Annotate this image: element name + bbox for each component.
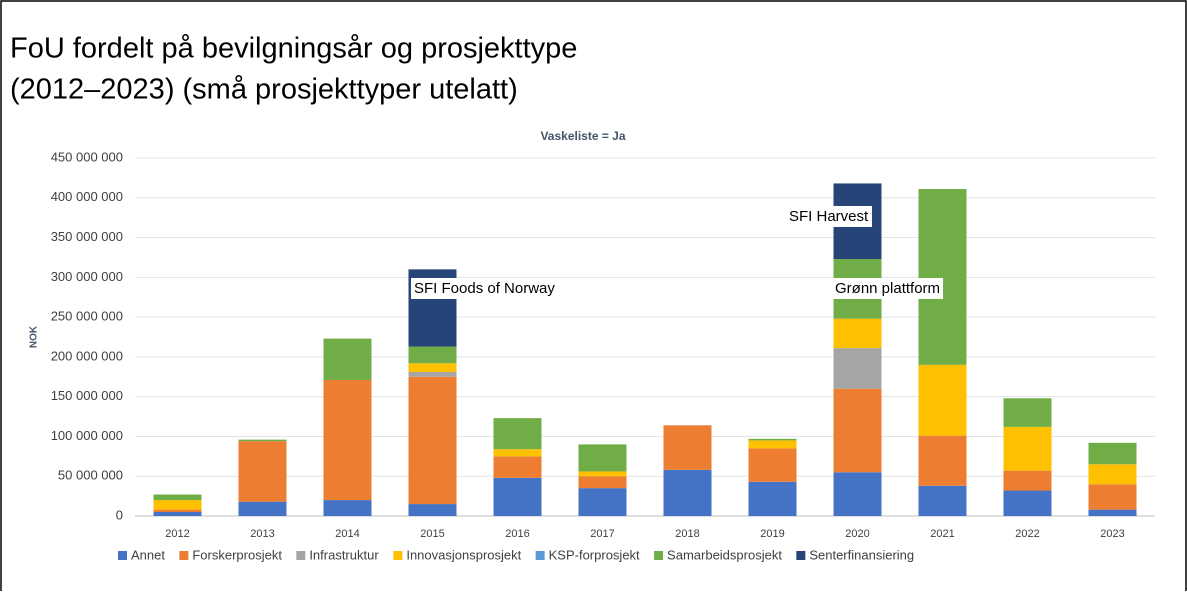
legend-swatch xyxy=(393,551,403,560)
y-tick-label: 200 000 000 xyxy=(51,348,123,363)
chart-title: (2012–2023) (små prosjekttyper utelatt) xyxy=(10,74,518,106)
y-tick-label: 100 000 000 xyxy=(51,428,123,443)
legend-swatch xyxy=(535,551,545,560)
bar-segment xyxy=(1088,509,1137,516)
bar-segment xyxy=(408,346,457,364)
bar-segment xyxy=(748,440,797,449)
x-tick-label: 2021 xyxy=(930,528,954,540)
bar-segment xyxy=(1003,426,1052,471)
legend-swatch xyxy=(118,551,127,560)
bar-segment xyxy=(493,456,542,478)
legend-label: Annet xyxy=(131,547,165,562)
y-axis-label: NOK xyxy=(29,325,40,348)
bar-segment xyxy=(1003,398,1052,427)
bar-segment xyxy=(833,472,882,516)
bar-segment xyxy=(1088,464,1137,485)
bar-segment xyxy=(748,448,797,482)
x-tick-label: 2019 xyxy=(760,528,784,540)
bar-segment xyxy=(578,488,627,516)
bar-segment xyxy=(238,439,287,442)
chart-title: FoU fordelt på bevilgningsår og prosjekt… xyxy=(10,33,577,65)
x-tick-label: 2016 xyxy=(505,528,529,540)
bar-segment xyxy=(918,435,967,486)
bar-segment xyxy=(153,500,202,510)
bar-segment xyxy=(323,500,372,516)
bar-segment xyxy=(663,469,712,516)
annotation-background xyxy=(832,277,944,299)
bar-segment xyxy=(578,476,627,489)
annotation: Grønn plattform xyxy=(835,280,940,297)
bar-segment xyxy=(323,338,372,380)
legend-label: Senterfinansiering xyxy=(809,547,914,562)
y-tick-label: 400 000 000 xyxy=(51,189,123,204)
y-tick-label: 350 000 000 xyxy=(51,229,123,244)
bar-segment xyxy=(1003,490,1052,516)
bar-segment xyxy=(408,372,457,377)
legend-swatch xyxy=(179,551,189,560)
chart-subtitle: Vaskeliste = Ja xyxy=(540,129,625,143)
y-tick-label: 250 000 000 xyxy=(51,309,123,324)
bar-segment xyxy=(1088,484,1137,510)
bar-segment xyxy=(748,438,797,441)
bar-segment xyxy=(238,441,287,502)
bar-segment xyxy=(153,512,202,516)
legend-swatch xyxy=(654,551,664,560)
bar-segment xyxy=(408,376,457,505)
bar-segment xyxy=(833,348,882,389)
bar-segment xyxy=(663,425,712,470)
bar-segment xyxy=(748,481,797,516)
annotation-background xyxy=(411,277,559,299)
bar-segment xyxy=(918,189,967,365)
legend-label: Forskerprosjekt xyxy=(192,547,282,562)
legend-label: Innovasjonsprosjekt xyxy=(406,547,521,562)
x-tick-label: 2014 xyxy=(335,528,359,540)
x-tick-label: 2023 xyxy=(1100,528,1124,540)
bar-segment xyxy=(918,364,967,436)
bar-segment xyxy=(493,477,542,516)
legend-label: Samarbeidsprosjekt xyxy=(667,547,782,562)
x-tick-label: 2017 xyxy=(590,528,614,540)
annotation: SFI Foods of Norway xyxy=(414,280,555,297)
legend-swatch xyxy=(796,551,806,560)
y-tick-label: 0 xyxy=(116,507,123,522)
bar-segment xyxy=(408,363,457,373)
x-tick-label: 2012 xyxy=(165,528,189,540)
x-tick-label: 2015 xyxy=(420,528,444,540)
bar-segment xyxy=(1088,442,1137,465)
legend-label: KSP-forprosjekt xyxy=(549,547,640,562)
x-tick-label: 2022 xyxy=(1015,528,1039,540)
bar-segment xyxy=(833,318,882,349)
y-tick-label: 300 000 000 xyxy=(51,269,123,284)
y-tick-label: 50 000 000 xyxy=(58,468,123,483)
bar-segment xyxy=(833,388,882,473)
bar-segment xyxy=(153,494,202,501)
bar-segment xyxy=(1003,470,1052,491)
legend-swatch xyxy=(296,551,306,560)
bar-segment xyxy=(918,485,967,516)
bar-segment xyxy=(238,501,287,516)
y-tick-label: 150 000 000 xyxy=(51,388,123,403)
x-tick-label: 2013 xyxy=(250,528,274,540)
y-tick-label: 450 000 000 xyxy=(51,149,123,164)
bar-segment xyxy=(153,509,202,513)
x-tick-label: 2018 xyxy=(675,528,699,540)
legend-label: Infrastruktur xyxy=(309,547,379,562)
bar-segment xyxy=(493,418,542,450)
x-tick-label: 2020 xyxy=(845,528,869,540)
bar-segment xyxy=(323,379,372,501)
bar-segment xyxy=(578,471,627,477)
bar-segment xyxy=(578,444,627,472)
annotation-background xyxy=(786,205,873,227)
annotation: SFI Harvest xyxy=(789,208,869,225)
bar-segment xyxy=(408,504,457,516)
bar-segment xyxy=(493,449,542,457)
